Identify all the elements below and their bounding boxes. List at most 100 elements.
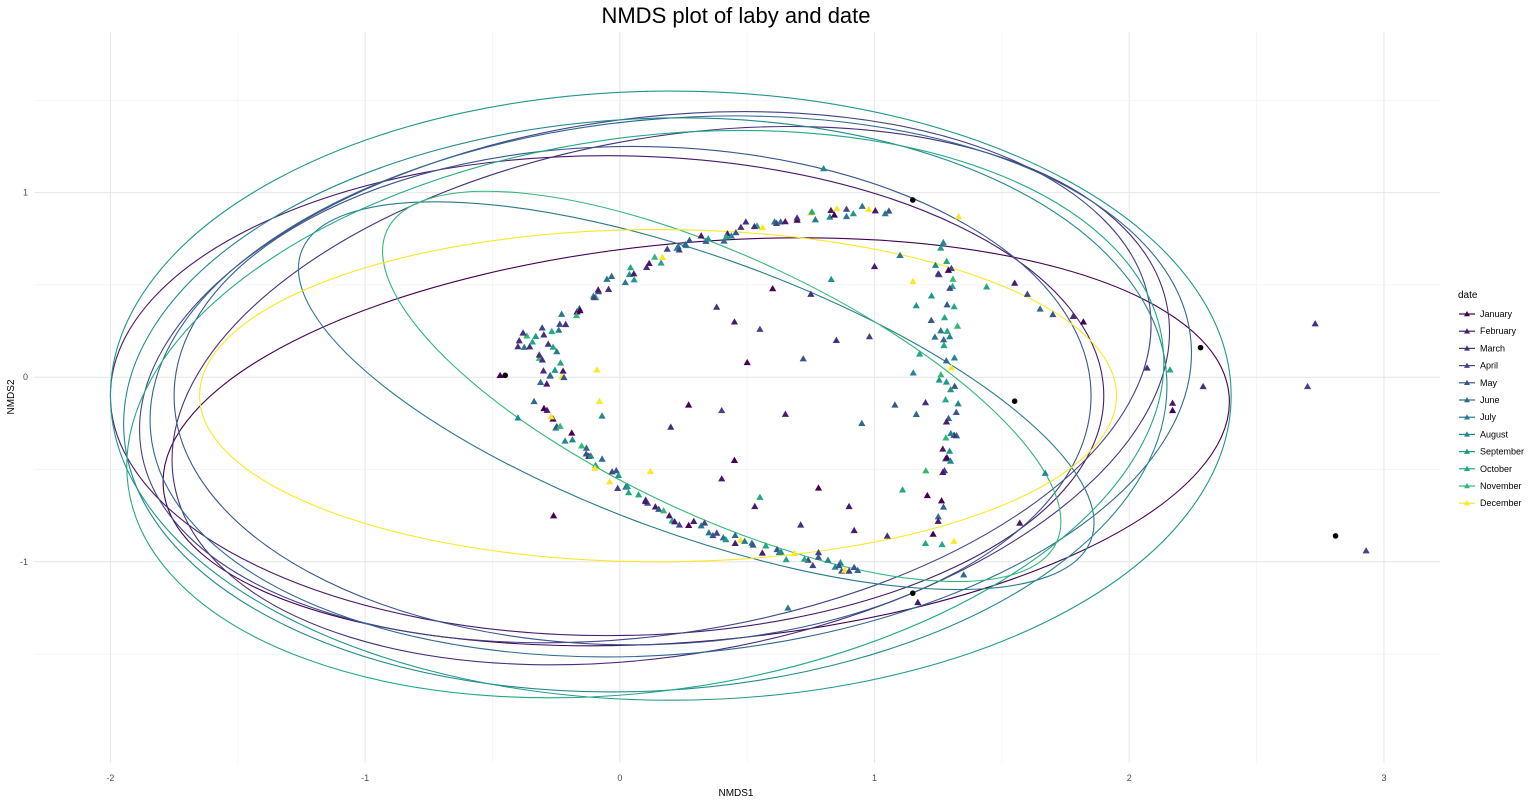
centroid-points	[502, 197, 1339, 596]
data-point	[519, 329, 527, 336]
data-point	[909, 369, 917, 376]
data-point	[756, 493, 764, 500]
data-point	[559, 367, 567, 374]
data-point	[1199, 382, 1207, 390]
data-point	[556, 320, 564, 327]
legend-item: May	[1459, 378, 1498, 388]
data-point	[885, 207, 893, 214]
data-point	[912, 410, 920, 417]
ellipse-june	[149, 115, 1193, 658]
data-point	[1016, 519, 1024, 526]
data-point	[946, 333, 954, 340]
legend-label: October	[1480, 464, 1512, 474]
legend-marker	[1464, 465, 1470, 472]
ellipse-january	[162, 237, 1230, 647]
data-point	[949, 275, 957, 282]
data-point	[671, 518, 679, 525]
data-point	[591, 464, 599, 471]
ellipse-february	[109, 155, 1105, 637]
data-point	[939, 503, 948, 510]
data-point	[942, 418, 951, 425]
data-point	[935, 376, 943, 383]
data-point	[808, 208, 816, 215]
data-point	[850, 563, 858, 571]
data-point	[623, 482, 631, 490]
centroid-point	[909, 590, 916, 596]
data-point	[718, 406, 726, 414]
legend-marker	[1464, 500, 1470, 506]
data-point	[658, 253, 667, 260]
data-point	[523, 332, 531, 339]
data-point	[532, 332, 540, 340]
data-point	[950, 431, 958, 438]
legend-label: July	[1480, 412, 1497, 422]
data-point	[737, 223, 745, 230]
data-point	[514, 414, 522, 421]
data-point	[713, 303, 721, 310]
legend-label: June	[1480, 395, 1500, 405]
data-point	[883, 532, 891, 539]
data-point	[1069, 312, 1077, 319]
data-point	[749, 541, 757, 548]
data-point	[732, 228, 740, 236]
data-point	[881, 209, 889, 217]
x-tick-label: -1	[361, 773, 369, 783]
data-point	[568, 429, 576, 436]
data-point	[942, 357, 950, 364]
data-point	[741, 537, 749, 544]
data-point	[927, 316, 935, 323]
legend: date January February March April May June Jul…	[1458, 290, 1524, 508]
data-point	[898, 486, 907, 493]
data-point	[947, 364, 955, 371]
data-point	[845, 502, 853, 510]
data-point	[1362, 547, 1370, 554]
data-point	[496, 371, 504, 379]
data-point	[916, 350, 924, 357]
data-point	[950, 354, 959, 361]
data-point	[931, 333, 939, 340]
data-point	[937, 497, 946, 504]
data-point	[833, 204, 841, 212]
data-point	[939, 468, 947, 475]
data-point	[951, 382, 959, 389]
data-point	[950, 302, 958, 310]
legend-marker	[1464, 483, 1470, 489]
data-point	[560, 373, 568, 381]
data-point	[1079, 318, 1088, 325]
data-point	[934, 270, 942, 277]
data-point	[943, 257, 951, 265]
ellipse-july	[297, 201, 1095, 591]
legend-marker	[1464, 397, 1470, 403]
data-point	[831, 563, 839, 570]
x-tick-label: 1	[872, 773, 877, 783]
ellipse-august	[123, 117, 1168, 693]
legend-marker	[1464, 414, 1470, 420]
legend-label: September	[1480, 447, 1524, 457]
data-point	[1041, 469, 1049, 476]
data-point	[603, 275, 611, 282]
data-point	[865, 332, 874, 340]
data-point	[945, 447, 954, 454]
data-point	[537, 378, 545, 386]
data-point	[548, 327, 556, 335]
data-point	[1168, 399, 1177, 406]
data-point	[960, 571, 968, 578]
data-point	[758, 549, 766, 556]
data-point	[690, 517, 698, 524]
data-point	[549, 343, 557, 350]
data-point	[799, 355, 807, 362]
data-point	[797, 521, 805, 528]
centroid-point	[1011, 398, 1018, 404]
data-point	[939, 238, 947, 246]
legend-item: August	[1459, 429, 1509, 439]
data-point	[572, 311, 581, 319]
data-point	[841, 566, 849, 573]
data-point	[720, 237, 728, 244]
x-tick-label: -2	[106, 773, 114, 783]
data-point	[790, 549, 799, 557]
data-point	[1303, 382, 1312, 390]
data-point	[731, 531, 739, 539]
data-point	[553, 347, 561, 355]
data-point	[700, 519, 709, 526]
data-point	[934, 517, 942, 524]
